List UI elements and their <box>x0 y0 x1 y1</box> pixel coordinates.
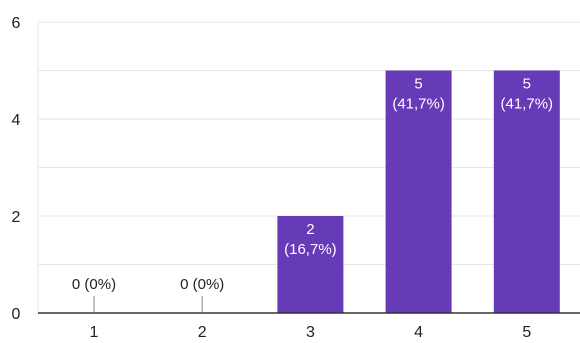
data-label: (16,7%) <box>284 241 337 258</box>
data-label: (41,7%) <box>392 96 445 113</box>
x-tick-label: 4 <box>414 324 423 341</box>
bars <box>277 70 560 313</box>
y-tick-label: 4 <box>12 112 21 129</box>
x-tick-label: 5 <box>522 324 531 341</box>
x-tick-label: 3 <box>306 324 315 341</box>
bar <box>493 70 560 313</box>
data-label: (41,7%) <box>501 96 554 113</box>
gridlines <box>37 21 580 313</box>
y-tick-label: 0 <box>12 306 21 323</box>
y-tick-label: 2 <box>12 209 21 226</box>
data-label: 5 <box>414 76 422 93</box>
data-label: 2 <box>306 221 314 238</box>
x-tick-label: 1 <box>90 324 99 341</box>
data-label: 0 (0%) <box>72 276 116 293</box>
bar <box>385 70 452 313</box>
data-label: 5 <box>523 76 531 93</box>
bar <box>277 216 344 313</box>
data-labels: 0 (0%) 0 (0%) 2 (16,7%) 5 (41,7%) 5 (41,7%) <box>72 76 554 313</box>
axes: 0 2 4 6 1 2 3 4 5 <box>12 15 580 341</box>
y-tick-label: 6 <box>12 15 21 32</box>
x-tick-label: 2 <box>198 324 207 341</box>
data-label: 0 (0%) <box>180 276 224 293</box>
